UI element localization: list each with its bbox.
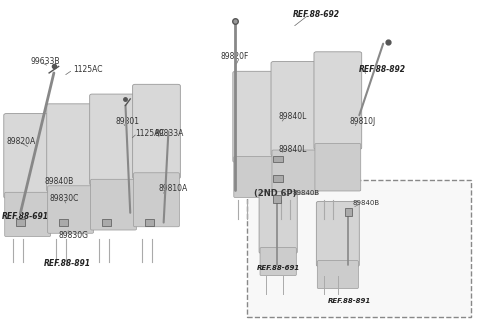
Text: REF.88-691: REF.88-691 [257, 265, 300, 271]
Text: 89820A: 89820A [6, 137, 36, 146]
FancyBboxPatch shape [234, 156, 275, 197]
Bar [102, 219, 111, 226]
Text: 1125AC: 1125AC [135, 129, 165, 138]
FancyBboxPatch shape [259, 192, 297, 254]
FancyBboxPatch shape [48, 186, 94, 233]
Bar [274, 175, 283, 182]
Text: 89840B: 89840B [352, 200, 379, 206]
Text: REF.88-891: REF.88-891 [328, 297, 372, 304]
Bar [16, 219, 25, 226]
FancyBboxPatch shape [317, 260, 359, 289]
Bar [59, 219, 68, 226]
FancyBboxPatch shape [260, 248, 296, 276]
Text: 99633B: 99633B [30, 57, 60, 66]
Bar [274, 156, 283, 162]
Text: 89830G: 89830G [59, 231, 89, 240]
FancyBboxPatch shape [133, 173, 180, 227]
Text: (2ND 6P): (2ND 6P) [254, 189, 297, 198]
Text: REF.88-891: REF.88-891 [44, 259, 91, 268]
FancyBboxPatch shape [5, 192, 50, 236]
Text: 89840L: 89840L [278, 145, 307, 154]
FancyBboxPatch shape [314, 52, 362, 149]
Text: 89820F: 89820F [221, 52, 249, 61]
FancyBboxPatch shape [271, 62, 319, 156]
Text: REF.88-692: REF.88-692 [292, 10, 339, 19]
Text: REF.88-691: REF.88-691 [1, 212, 48, 220]
FancyBboxPatch shape [316, 201, 360, 266]
Text: 89840B: 89840B [292, 190, 320, 196]
FancyBboxPatch shape [315, 144, 361, 191]
FancyBboxPatch shape [47, 104, 95, 192]
Bar [274, 195, 281, 203]
FancyBboxPatch shape [272, 150, 318, 194]
Bar [345, 208, 352, 216]
Text: 1125AC: 1125AC [73, 65, 102, 74]
Text: 89840B: 89840B [44, 177, 73, 186]
Text: 89840L: 89840L [278, 113, 307, 121]
FancyBboxPatch shape [4, 113, 51, 198]
Bar [144, 219, 154, 226]
Bar [247, 180, 471, 317]
Text: 89830C: 89830C [49, 194, 79, 203]
Text: 89810A: 89810A [159, 184, 188, 193]
FancyBboxPatch shape [91, 179, 136, 230]
FancyBboxPatch shape [90, 94, 137, 185]
Text: 89801: 89801 [116, 117, 140, 126]
Text: 89833A: 89833A [154, 129, 183, 138]
FancyBboxPatch shape [132, 84, 180, 179]
Text: REF.88-892: REF.88-892 [360, 65, 406, 74]
Text: 89810J: 89810J [350, 117, 376, 126]
FancyBboxPatch shape [233, 71, 276, 162]
